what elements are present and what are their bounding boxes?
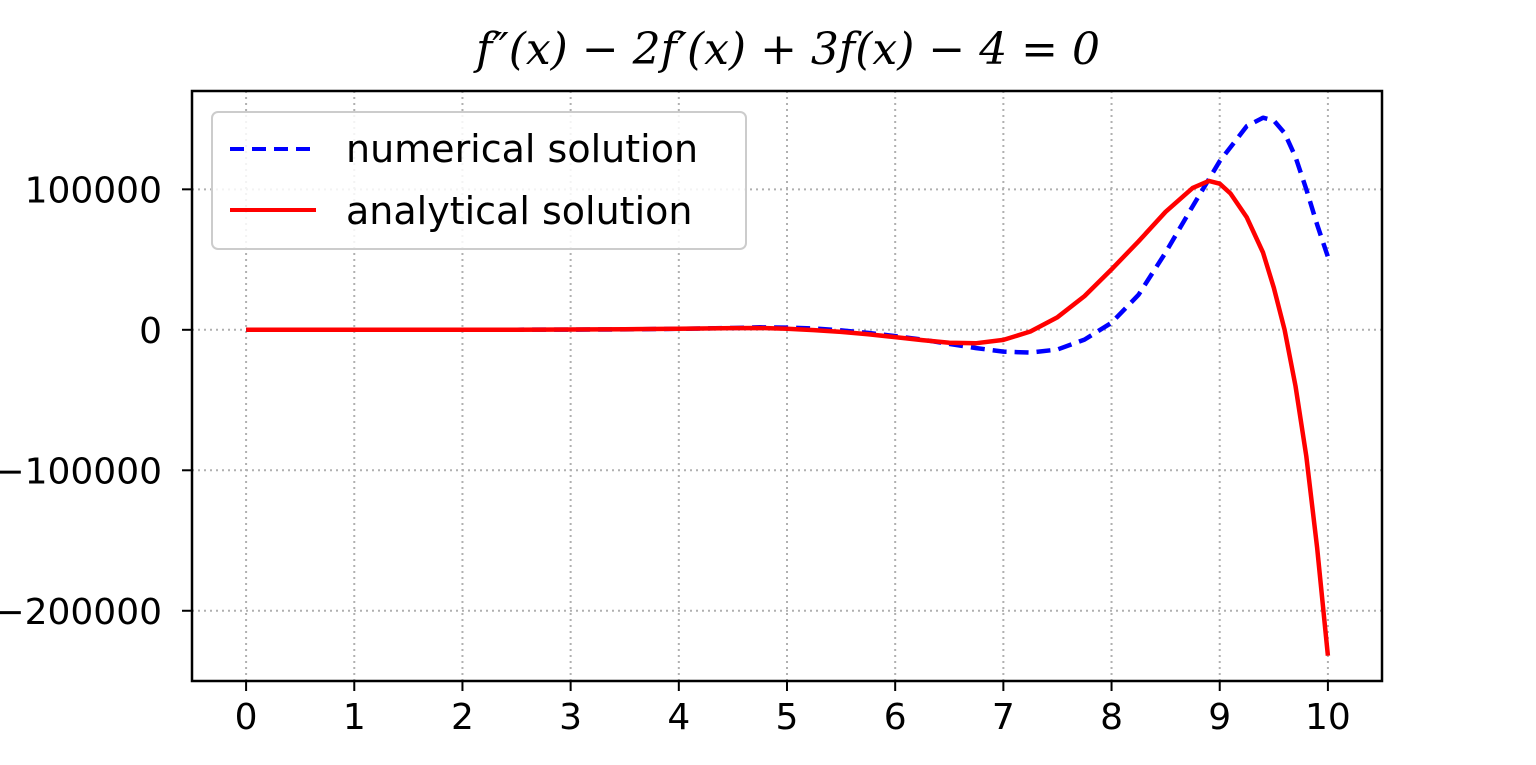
series-line-analytical <box>246 178 1331 656</box>
legend-label-numerical: numerical solution <box>346 127 698 171</box>
series-layer <box>246 115 1331 656</box>
x-tick-label: 1 <box>343 697 366 738</box>
legend: numerical solution analytical solution <box>211 111 747 250</box>
x-axis: 0 1 2 3 4 5 6 7 8 9 10 <box>235 681 1351 738</box>
y-tick-label: −100000 <box>0 451 162 492</box>
x-tick-label: 7 <box>992 697 1015 738</box>
x-tick-label: 3 <box>559 697 582 738</box>
y-tick-label: −200000 <box>0 592 162 633</box>
x-tick-label: 8 <box>1100 697 1123 738</box>
x-tick-label: 6 <box>884 697 907 738</box>
x-tick-label: 10 <box>1305 697 1351 738</box>
chart-title: f″(x) − 2f′(x) + 3f(x) − 4 = 0 <box>473 24 1100 75</box>
legend-label-analytical: analytical solution <box>346 189 692 233</box>
y-tick-label: 100000 <box>25 170 162 211</box>
y-axis: −200000 −100000 0 100000 <box>0 170 192 633</box>
legend-box <box>211 111 747 250</box>
y-tick-label: 0 <box>139 311 162 352</box>
x-tick-label: 4 <box>667 697 690 738</box>
x-tick-label: 5 <box>776 697 799 738</box>
x-tick-label: 2 <box>451 697 474 738</box>
x-tick-label: 9 <box>1208 697 1231 738</box>
x-tick-label: 0 <box>235 697 258 738</box>
